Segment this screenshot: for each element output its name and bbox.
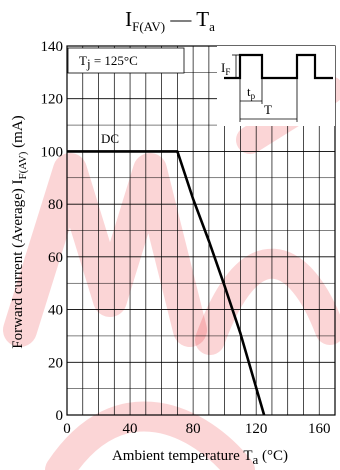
inset-if-label: IF	[221, 60, 230, 77]
y-tick-label: 80	[48, 197, 63, 213]
watermark-letter-curve	[195, 248, 340, 355]
y-tick-label: 20	[48, 355, 63, 371]
inset-t-label: T	[264, 102, 272, 117]
y-tick-label: 60	[48, 250, 63, 266]
x-tick-labels: 0 40 80 120 160	[63, 421, 330, 437]
tj-annotation-box	[67, 47, 185, 74]
series-label-dc: DC	[101, 131, 119, 146]
pulse-waveform-inset: IF tp T	[217, 46, 335, 126]
y-axis-label: Forward current (Average) IF(AV) (mA)	[10, 115, 29, 348]
x-tick-label: 0	[63, 421, 71, 437]
plot-frame	[66, 45, 336, 416]
x-tick-label: 160	[308, 421, 331, 437]
watermark-letter-lower	[45, 401, 255, 470]
y-tick-label: 140	[41, 39, 64, 55]
x-axis-label: Ambient temperature Ta (°C)	[112, 448, 288, 467]
inset-tp-label: tp	[247, 84, 256, 101]
x-tick-label: 80	[186, 421, 201, 437]
y-tick-label: 120	[41, 92, 64, 108]
watermark-letter-m	[3, 153, 207, 347]
chart-title: IF(AV) — Ta	[125, 7, 215, 34]
x-tick-label: 120	[245, 421, 268, 437]
x-tick-label: 40	[123, 421, 138, 437]
pulse-waveform	[224, 53, 333, 80]
tj-annotation: Tj = 125°C	[79, 53, 138, 71]
y-tick-label: 0	[56, 408, 64, 424]
grid-lines	[67, 46, 335, 415]
y-tick-labels: 0 20 40 60 80 100 120 140	[41, 39, 64, 424]
y-tick-label: 40	[48, 303, 63, 319]
series-line-dc	[67, 150, 266, 416]
y-tick-label: 100	[41, 144, 64, 160]
